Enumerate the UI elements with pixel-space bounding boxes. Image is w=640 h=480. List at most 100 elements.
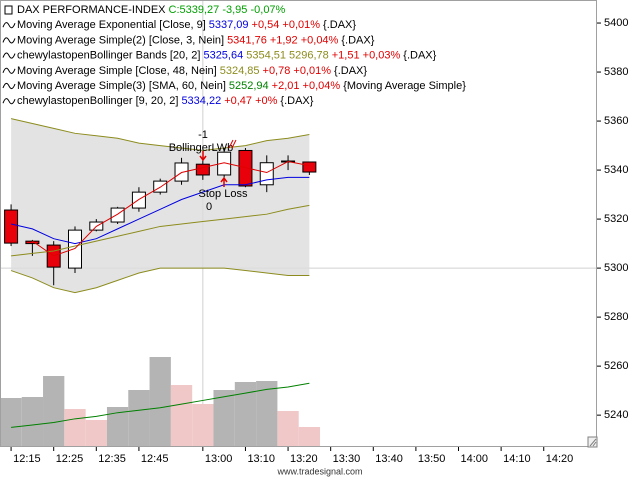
y-tick-label: 5240 bbox=[604, 409, 628, 421]
plot-area bbox=[0, 0, 597, 447]
legend-text: +0,78 +0,01% bbox=[263, 65, 332, 77]
annotation: 0 bbox=[206, 201, 212, 213]
legend-text: +1,92 +0,04% bbox=[270, 34, 339, 46]
indicator-line bbox=[11, 204, 310, 257]
grip-lines bbox=[589, 438, 597, 447]
candle-body bbox=[67, 229, 82, 269]
legend: DAX PERFORMANCE-INDEX C:5339,27 -3,95 -0,… bbox=[2, 4, 466, 107]
footer: www.tradesignal.com bbox=[276, 466, 362, 476]
legend-text: 5325,64 bbox=[203, 50, 243, 62]
indicator-line bbox=[32, 160, 310, 257]
legend-icon bbox=[2, 98, 16, 105]
legend-icon bbox=[2, 82, 16, 90]
annotation: -1 bbox=[198, 129, 208, 141]
x-tick-label: 13:40 bbox=[375, 453, 403, 465]
volume-bar bbox=[85, 420, 107, 447]
x-tick-label: 12:15 bbox=[13, 453, 41, 465]
x-tick-label: 13:50 bbox=[418, 453, 446, 465]
legend-text: 5341,76 bbox=[227, 34, 267, 46]
y-tick-label: 5380 bbox=[604, 66, 628, 78]
overlay: -1 BollingerLWb Stop Loss 0 bbox=[169, 129, 248, 213]
x-tick-label: 14:00 bbox=[461, 453, 489, 465]
annotation: Stop Loss bbox=[199, 188, 248, 200]
signal-mark bbox=[228, 139, 237, 149]
legend-text: 5296,78 bbox=[289, 50, 329, 62]
volume-bar bbox=[192, 404, 214, 447]
band-fill bbox=[11, 118, 310, 293]
candle-body bbox=[153, 180, 168, 193]
volume-bar bbox=[170, 385, 193, 447]
volume-bar bbox=[21, 397, 44, 447]
volume-bar bbox=[277, 411, 299, 447]
candle-body bbox=[110, 207, 125, 223]
legend-text: DAX PERFORMANCE-INDEX bbox=[17, 4, 166, 16]
legend-text: 5324,85 bbox=[220, 65, 260, 77]
legend-icon bbox=[4, 5, 13, 15]
legend-text: Moving Average Simple(2) [Close, 3, Nein… bbox=[17, 34, 224, 46]
y-tick-label: 5360 bbox=[604, 115, 628, 127]
x-tick-label: 12:35 bbox=[98, 453, 126, 465]
legend-text: +1,51 +0,03% bbox=[332, 50, 401, 62]
resize-grip bbox=[587, 436, 598, 448]
legend-icon bbox=[2, 37, 16, 44]
x-tick-label: 12:45 bbox=[141, 453, 169, 465]
plot-border bbox=[0, 0, 597, 447]
legend-text: 5337,09 bbox=[209, 19, 249, 31]
volume-bar bbox=[0, 398, 22, 447]
x-tick-label: 12:25 bbox=[56, 453, 84, 465]
candle-body bbox=[302, 161, 317, 173]
legend-icon bbox=[2, 67, 16, 74]
volume-bar bbox=[64, 409, 86, 447]
volume-bar bbox=[256, 381, 278, 447]
candle-body bbox=[217, 151, 232, 176]
candle-body bbox=[131, 191, 146, 209]
candle-body bbox=[259, 162, 274, 186]
signal-arrow bbox=[220, 176, 228, 187]
y-tick-label: 5280 bbox=[604, 311, 628, 323]
legend-text: +0,54 +0,01% bbox=[252, 19, 321, 31]
indicator-line bbox=[11, 382, 310, 428]
x-tick-label: 13:20 bbox=[290, 453, 318, 465]
legend-text: {.DAX} bbox=[334, 65, 367, 77]
indicator-line bbox=[10, 176, 310, 245]
legend-text: C:5339,27 -3,95 -0,07% bbox=[169, 4, 286, 16]
legend-icon bbox=[2, 22, 16, 29]
legend-text: 5252,94 bbox=[229, 80, 269, 92]
x-tick-label: 14:20 bbox=[546, 453, 574, 465]
legend-text: Moving Average Simple(3) [SMA, 60, Nein] bbox=[17, 80, 226, 92]
candle-body bbox=[195, 163, 210, 176]
legend-row: Moving Average Simple(2) [Close, 3, Nein… bbox=[17, 34, 375, 46]
legend-row: chewylastopenBollinger Bands [20, 2] 5325… bbox=[17, 50, 437, 62]
y-tick-label: 5260 bbox=[604, 360, 628, 372]
legend-text: {.DAX} bbox=[403, 50, 436, 62]
legend-row: Moving Average Exponential [Close, 9] 533… bbox=[17, 19, 356, 31]
legend-text: Moving Average Exponential [Close, 9] bbox=[17, 19, 206, 31]
candle-body bbox=[4, 209, 19, 244]
legend-text: +2,01 +0,04% bbox=[272, 80, 341, 92]
legend-text: {.DAX} bbox=[341, 34, 374, 46]
legend-text: 5334,22 bbox=[181, 95, 221, 107]
signal-arrow bbox=[199, 151, 207, 162]
volume-bar bbox=[298, 427, 321, 447]
legend-row: Moving Average Simple [Close, 48, Nein] 5… bbox=[17, 65, 367, 77]
candle-body bbox=[25, 240, 40, 245]
candle-body bbox=[238, 149, 253, 187]
legend-row: Moving Average Simple(3) [SMA, 60, Nein]… bbox=[17, 80, 466, 92]
band-line bbox=[10, 118, 310, 151]
y-tick-label: 5400 bbox=[604, 17, 628, 29]
volume-bar bbox=[106, 407, 129, 447]
legend-text: 5354,51 bbox=[246, 50, 286, 62]
legend-text: chewylastopenBollinger Bands [20, 2] bbox=[17, 50, 200, 62]
x-tick-label: 13:00 bbox=[205, 453, 233, 465]
legend-text: chewylastopenBollinger [9, 20, 2] bbox=[17, 95, 178, 107]
x-tick-label: 14:10 bbox=[503, 453, 531, 465]
x-tick-label: 13:10 bbox=[247, 453, 275, 465]
axes: 5240 5260 5280 5300 5320 5340 5360 5380 5400 12:1… bbox=[10, 17, 628, 465]
x-tick-label: 13:30 bbox=[333, 453, 361, 465]
legend-text: {.DAX} bbox=[323, 19, 356, 31]
legend-row: DAX PERFORMANCE-INDEX C:5339,27 -3,95 -0,… bbox=[17, 4, 286, 16]
y-tick-label: 5320 bbox=[604, 213, 628, 225]
volume-bar bbox=[128, 390, 150, 447]
band-line bbox=[10, 267, 310, 294]
